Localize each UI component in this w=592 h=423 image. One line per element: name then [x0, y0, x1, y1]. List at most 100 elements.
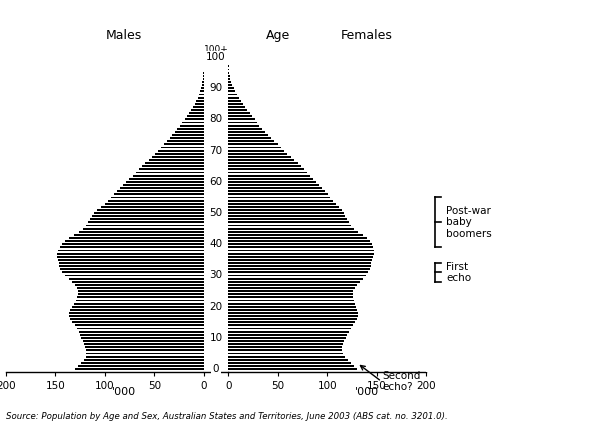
Text: 100+: 100+: [204, 45, 229, 54]
Bar: [229, 143, 278, 146]
Bar: [65, 240, 204, 242]
Bar: [69, 312, 204, 314]
Bar: [70, 309, 204, 311]
Bar: [164, 143, 204, 146]
Bar: [229, 368, 357, 370]
Bar: [69, 277, 204, 280]
Bar: [167, 140, 204, 142]
Text: Second
echo?: Second echo?: [382, 371, 421, 393]
Bar: [229, 178, 314, 180]
Bar: [229, 103, 243, 105]
Bar: [229, 190, 326, 192]
Bar: [229, 281, 360, 283]
Bar: [72, 306, 204, 308]
Bar: [229, 91, 236, 92]
Bar: [229, 277, 363, 280]
Text: 10: 10: [210, 333, 223, 343]
Bar: [229, 268, 370, 270]
Bar: [229, 172, 307, 173]
Bar: [229, 359, 348, 361]
Bar: [229, 302, 355, 305]
Bar: [75, 324, 204, 327]
Bar: [229, 262, 371, 264]
Bar: [85, 346, 204, 348]
Bar: [79, 331, 204, 332]
Text: Post-war
baby
boomers: Post-war baby boomers: [446, 206, 492, 239]
Bar: [229, 362, 351, 364]
Bar: [229, 200, 333, 201]
Bar: [229, 247, 373, 248]
Bar: [86, 353, 204, 354]
Bar: [117, 190, 204, 192]
Bar: [229, 349, 342, 352]
Bar: [182, 121, 204, 124]
Bar: [229, 306, 356, 308]
Bar: [229, 81, 231, 83]
Bar: [75, 368, 204, 370]
Bar: [229, 212, 344, 214]
Bar: [229, 237, 367, 239]
Text: '000: '000: [112, 387, 136, 397]
Bar: [229, 337, 346, 339]
Text: 50: 50: [210, 208, 223, 218]
Bar: [59, 259, 204, 261]
Bar: [191, 109, 204, 111]
Bar: [229, 121, 257, 124]
Text: 80: 80: [210, 115, 223, 124]
Bar: [229, 96, 239, 99]
Bar: [229, 287, 355, 289]
Bar: [229, 181, 317, 183]
Bar: [137, 172, 204, 173]
Bar: [86, 225, 204, 226]
Bar: [229, 356, 345, 357]
Bar: [229, 168, 304, 170]
Bar: [229, 340, 344, 342]
Bar: [229, 284, 357, 286]
Bar: [111, 197, 204, 198]
Bar: [193, 106, 204, 108]
Text: Age: Age: [266, 29, 290, 42]
Bar: [229, 256, 373, 258]
Bar: [202, 78, 204, 80]
Text: Females: Females: [341, 29, 393, 42]
Bar: [229, 299, 354, 302]
Text: 100: 100: [206, 52, 226, 62]
Bar: [229, 93, 237, 96]
Bar: [229, 206, 339, 208]
Bar: [84, 359, 204, 361]
Bar: [152, 156, 204, 158]
Bar: [229, 297, 353, 298]
Bar: [229, 265, 371, 267]
Bar: [201, 87, 204, 89]
Bar: [229, 156, 291, 158]
Bar: [229, 231, 358, 233]
Bar: [229, 209, 342, 211]
Text: Males: Males: [106, 29, 143, 42]
Bar: [86, 349, 204, 352]
Bar: [229, 100, 242, 102]
Bar: [229, 78, 230, 80]
Bar: [70, 318, 204, 320]
Bar: [229, 115, 252, 117]
Bar: [78, 365, 204, 367]
Bar: [97, 209, 204, 211]
Bar: [177, 128, 204, 130]
Bar: [140, 168, 204, 170]
Text: 0: 0: [213, 364, 219, 374]
Bar: [126, 181, 204, 183]
Bar: [175, 131, 204, 133]
Bar: [57, 253, 204, 255]
Bar: [83, 340, 204, 342]
Bar: [229, 193, 329, 195]
Bar: [155, 153, 204, 155]
Bar: [229, 106, 245, 108]
Text: 90: 90: [210, 83, 223, 93]
Bar: [229, 84, 233, 86]
Bar: [229, 218, 347, 220]
Bar: [229, 66, 230, 67]
Bar: [229, 71, 230, 74]
Bar: [120, 187, 204, 189]
Bar: [229, 150, 284, 151]
Bar: [229, 290, 353, 292]
Bar: [59, 250, 204, 251]
